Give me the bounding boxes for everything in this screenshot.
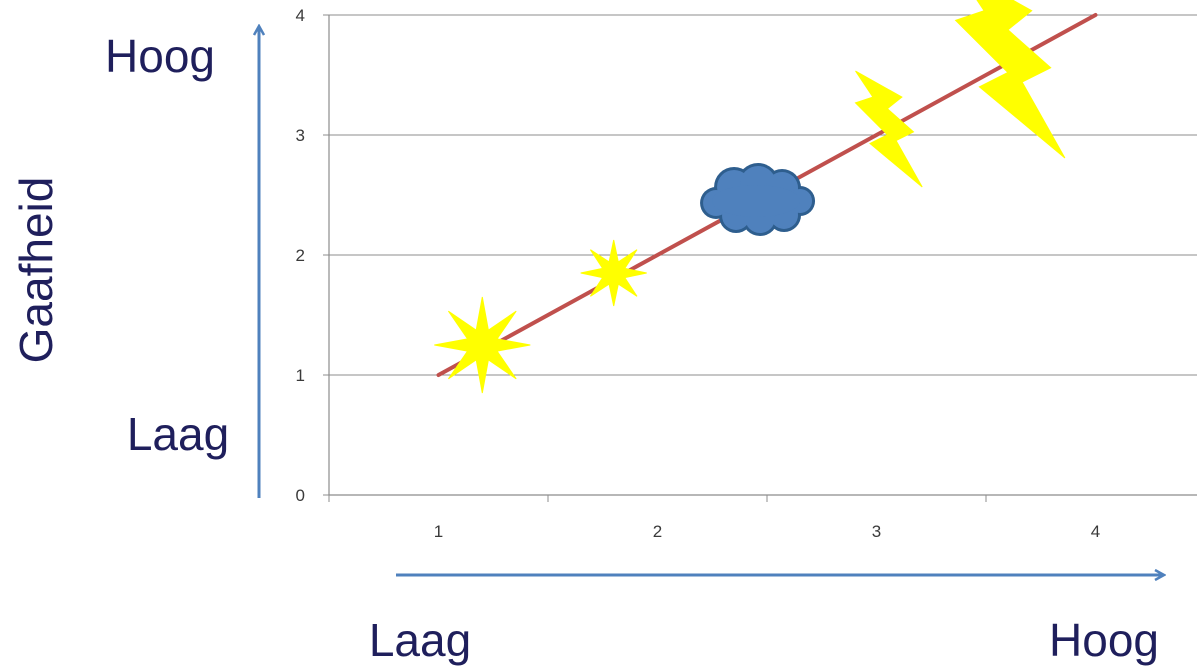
axes <box>323 15 1197 502</box>
x-tick-label: 1 <box>434 522 443 541</box>
y-tick-label: 4 <box>296 6 305 25</box>
star-icon <box>581 240 647 306</box>
x-high-label: Hoog <box>1049 614 1159 666</box>
y-axis-title: Gaafheid <box>10 177 62 364</box>
x-low-label: Laag <box>369 614 471 666</box>
x-tick-label: 4 <box>1091 522 1100 541</box>
lightning-icon <box>856 71 923 187</box>
x-tick-label: 3 <box>872 522 881 541</box>
star-icon <box>434 297 530 393</box>
y-low-label: Laag <box>127 408 229 460</box>
y-tick-label: 1 <box>296 366 305 385</box>
y-high-label: Hoog <box>105 30 215 82</box>
x-tick-label: 2 <box>653 522 662 541</box>
marker-layer <box>434 0 1065 393</box>
y-tick-label: 2 <box>296 246 305 265</box>
y-tick-label: 3 <box>296 126 305 145</box>
y-tick-label: 0 <box>296 486 305 505</box>
cloud-icon <box>700 163 815 236</box>
lightning-icon <box>956 0 1065 158</box>
